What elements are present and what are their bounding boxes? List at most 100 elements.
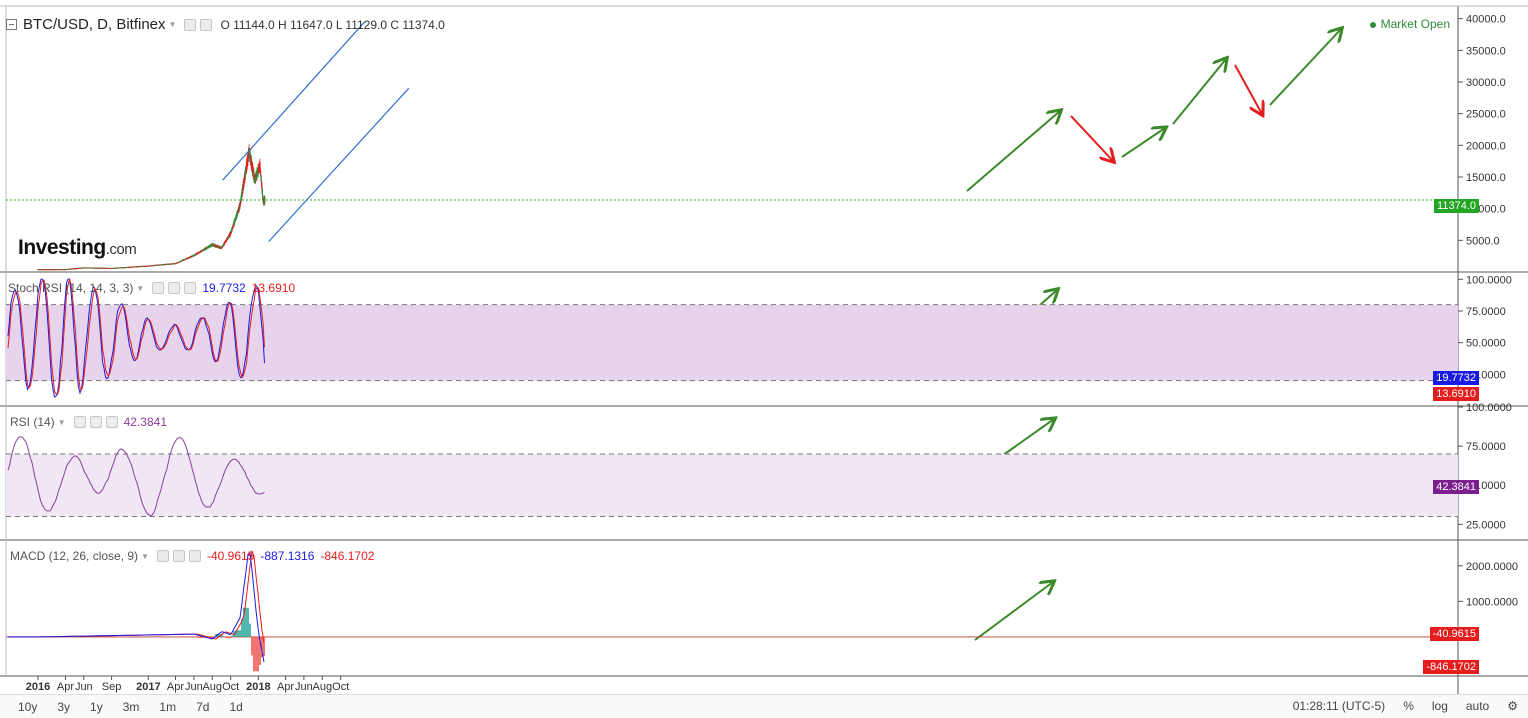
macd-histogram-bar (217, 634, 219, 637)
gear-icon[interactable]: ⚙ (1507, 699, 1518, 713)
price-candle (226, 237, 229, 240)
arrow-up-annotation (974, 582, 1053, 641)
rsi-tick-label: 100.0000 (1466, 402, 1512, 414)
time-tick-label: Oct (332, 681, 349, 693)
time-tick-label: Jun (185, 681, 203, 693)
eye-icon[interactable] (184, 18, 197, 31)
settings-icon[interactable] (200, 18, 213, 31)
macd-line-value: -887.1316 (260, 549, 315, 563)
price-candle (241, 188, 244, 195)
price-candle (230, 231, 232, 234)
price-tick-label: 15000.0 (1466, 172, 1506, 184)
eye-icon[interactable] (73, 416, 86, 428)
symbol-label[interactable]: BTC/USD, D, Bitfinex (23, 16, 166, 33)
macd-histogram-bar (227, 636, 229, 639)
stoch-k-value: 19.7732 (202, 281, 246, 295)
range-button-1d[interactable]: 1d (229, 699, 243, 714)
stoch-tick-label: 75.0000 (1466, 306, 1506, 318)
price-tick-label: 40000.0 (1466, 14, 1506, 26)
chevron-down-icon[interactable]: ▼ (141, 551, 149, 561)
status-dot-icon (1369, 21, 1376, 28)
price-tick-label: 30000.0 (1466, 77, 1506, 89)
price-candle (247, 151, 250, 159)
stoch-label[interactable]: Stoch RSI (14, 14, 3, 3) (8, 281, 134, 295)
rsi-tick-label: 75.0000 (1466, 441, 1506, 453)
price-tick-label: 35000.0 (1466, 45, 1506, 57)
macd-histogram-bar (251, 636, 253, 656)
stoch-d-line (7, 277, 265, 396)
stoch-k-tag: 19.7732 (1433, 371, 1479, 385)
chevron-down-icon[interactable]: ▼ (57, 417, 66, 427)
bottom-toolbar: 10y 3y 1y 3m 1m 7d 1d 01:28:11 (UTC-5) % log a… (0, 694, 1528, 718)
settings-icon[interactable] (168, 282, 181, 294)
macd-histogram-bar (199, 636, 201, 638)
stoch-legend: Stoch RSI (14, 14, 3, 3) ▼ 19.7732 13.69… (8, 281, 295, 295)
price-candle (259, 162, 261, 170)
price-candle (242, 180, 245, 188)
percent-toggle[interactable]: % (1403, 699, 1414, 713)
range-button-3y[interactable]: 3y (57, 699, 71, 714)
macd-histogram-bar (255, 636, 257, 672)
close-icon[interactable] (105, 416, 118, 428)
time-tick-label: 2016 (26, 681, 50, 693)
chevron-down-icon[interactable]: ▼ (136, 283, 145, 293)
last-price-tag: 11374.0 (1434, 199, 1479, 213)
time-tick-label: Jun (75, 681, 93, 693)
macd-histogram-bar (261, 636, 263, 658)
time-tick-label: Sep (102, 681, 122, 693)
macd-histogram-bar (211, 636, 213, 638)
range-button-7d[interactable]: 7d (196, 699, 210, 714)
price-candle (236, 212, 238, 217)
rsi-legend: RSI (14) ▼ 42.3841 (10, 415, 167, 429)
chart-canvas[interactable]: 5000.010000.015000.020000.025000.030000.… (0, 0, 1528, 694)
close-icon[interactable] (184, 282, 197, 294)
auto-toggle[interactable]: auto (1465, 699, 1490, 713)
price-candle (236, 211, 239, 214)
macd-histogram-bar (257, 636, 259, 672)
price-candle (260, 176, 262, 181)
price-candle (244, 169, 247, 177)
channel-lower-line (268, 87, 410, 243)
rsi-label[interactable]: RSI (14) (10, 415, 55, 429)
close-icon[interactable] (188, 550, 201, 562)
price-candle (239, 203, 241, 208)
range-button-1y[interactable]: 1y (90, 699, 103, 714)
stoch-tick-label: 50.0000 (1466, 338, 1506, 350)
macd-histogram-bar (229, 636, 231, 639)
macd-histogram-bar (253, 636, 255, 672)
rsi-band (6, 453, 1458, 517)
eye-icon[interactable] (152, 282, 165, 294)
log-toggle[interactable]: log (1431, 699, 1448, 713)
macd-histogram-bar (231, 635, 233, 637)
rsi-line (7, 436, 265, 517)
range-button-3m[interactable]: 3m (122, 699, 140, 714)
price-candle (229, 232, 232, 236)
price-candle (250, 158, 253, 169)
chevron-down-icon[interactable]: ▼ (168, 20, 177, 29)
symbol-legend: BTC/USD, D, Bitfinex ▼ O 11144.0 H 11647… (6, 16, 445, 33)
rsi-value: 42.3841 (123, 415, 167, 429)
bottom-right-controls: 01:28:11 (UTC-5) % log auto ⚙ (1293, 699, 1518, 713)
arrow-down-annotation (1234, 64, 1262, 114)
watermark-suffix: .com (105, 241, 137, 258)
macd-histogram-bar (225, 636, 227, 639)
time-tick-label: Aug (202, 681, 222, 693)
macd-label[interactable]: MACD (12, 26, close, 9) (10, 549, 139, 563)
range-button-10y[interactable]: 10y (18, 699, 38, 714)
price-candle (231, 227, 233, 231)
macd-histogram-bar (247, 607, 249, 637)
eye-icon[interactable] (156, 550, 169, 562)
macd-hist-tag: -40.9615 (1429, 627, 1479, 641)
settings-icon[interactable] (172, 550, 185, 562)
price-candle (221, 246, 224, 248)
time-tick-label: 2018 (246, 681, 270, 693)
arrow-up-annotation (1121, 128, 1165, 158)
collapse-icon[interactable] (6, 19, 17, 30)
price-candle (232, 226, 234, 228)
settings-icon[interactable] (89, 416, 102, 428)
range-button-1m[interactable]: 1m (159, 699, 177, 714)
watermark-logo: Investing.com (18, 236, 137, 260)
macd-histogram-bar (203, 636, 205, 638)
rsi-tag: 42.3841 (1433, 480, 1479, 494)
macd-histogram-bar (237, 630, 239, 637)
